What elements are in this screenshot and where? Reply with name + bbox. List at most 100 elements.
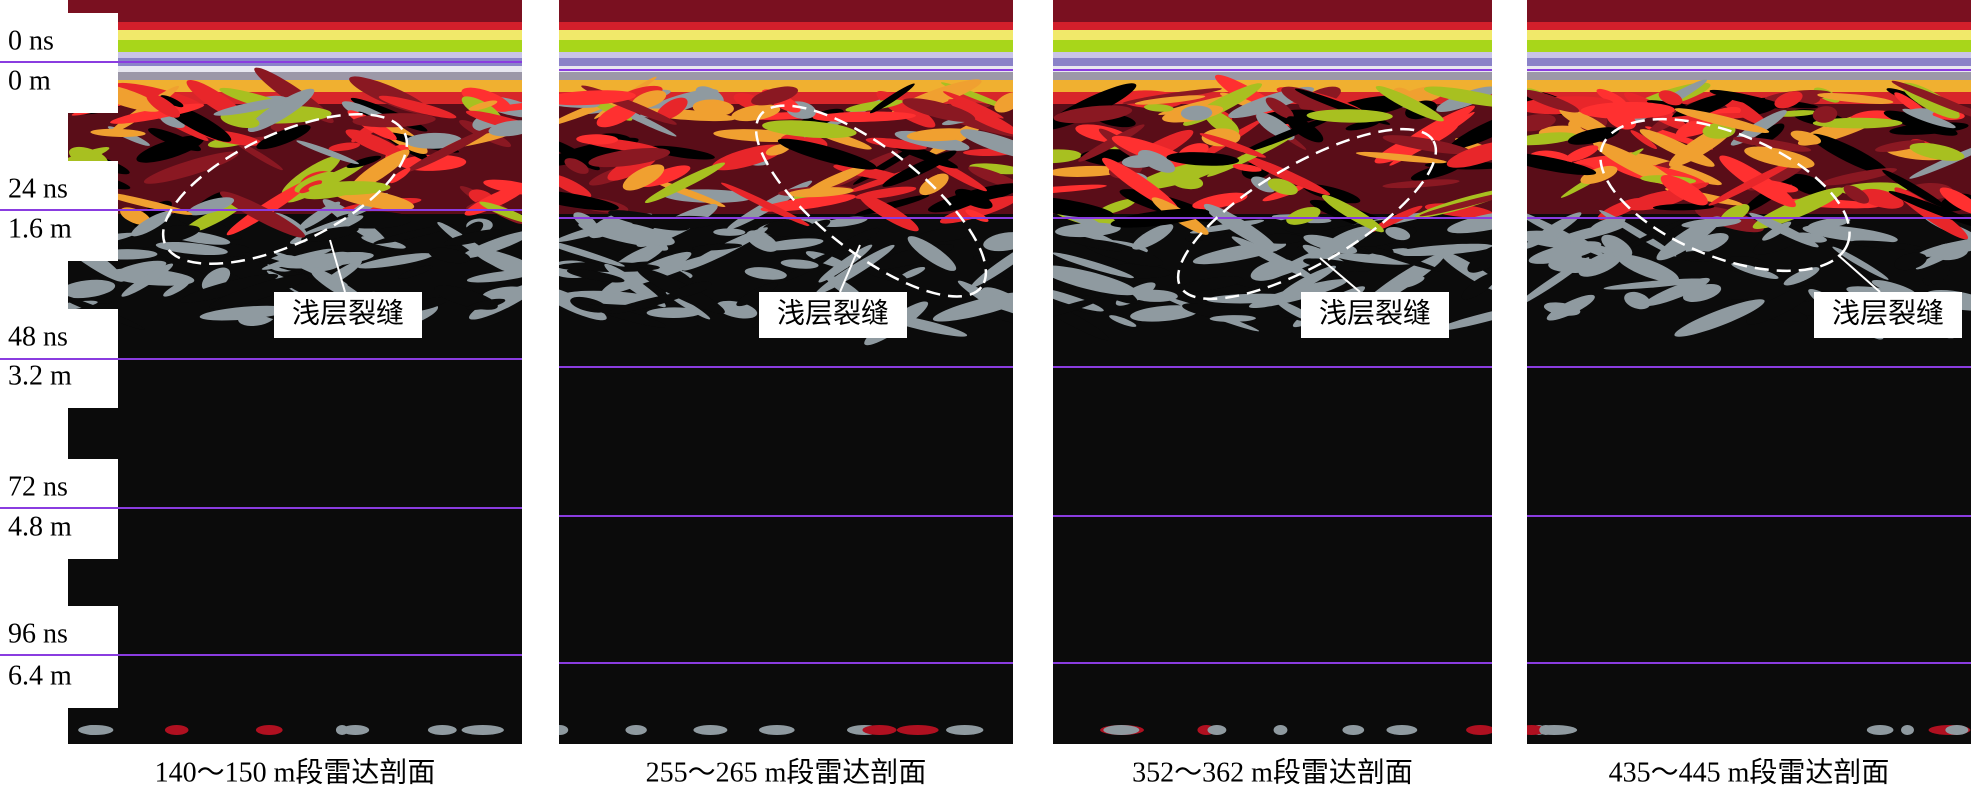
radar-reflection <box>199 305 290 321</box>
radar-band <box>1053 40 1492 52</box>
radar-band <box>1053 0 1492 22</box>
radar-reflection <box>1277 219 1318 235</box>
annotation-box <box>1814 292 1962 338</box>
radar-reflection <box>559 90 636 106</box>
radar-reflection <box>943 91 1004 119</box>
radar-reflection <box>907 236 957 271</box>
radar-reflection <box>349 149 410 192</box>
radar-reflection <box>744 267 787 280</box>
radar-reflection <box>1102 157 1179 212</box>
radar-reflection <box>201 267 231 291</box>
radar-reflection <box>566 269 625 283</box>
radar-reflection <box>1902 108 1956 129</box>
radar-reflection <box>468 100 498 111</box>
radar-band <box>1527 40 1971 52</box>
annotation-outline <box>161 112 409 266</box>
radar-reflection <box>564 158 589 174</box>
radar-reflection <box>968 166 1013 189</box>
radar-reflection <box>136 135 204 163</box>
panel-caption: 352～362 m段雷达剖面 <box>1132 756 1413 788</box>
radar-reflection <box>1242 114 1337 153</box>
depth-label: 6.4 m <box>8 660 72 691</box>
radar-reflection <box>1053 252 1134 279</box>
radar-reflection <box>466 298 506 311</box>
radar-reflection <box>1644 277 1710 306</box>
radar-reflection <box>837 227 880 251</box>
radar-reflection <box>1678 250 1721 262</box>
radar-band <box>559 58 1013 66</box>
radar-reflection <box>915 227 978 243</box>
radar-panel <box>1053 0 1492 744</box>
radar-reflection <box>1580 165 1618 185</box>
radar-reflection <box>1401 276 1425 288</box>
radar-reflection <box>631 90 667 109</box>
annotation-label: 浅层裂缝 <box>292 297 404 329</box>
radar-reflection <box>1179 276 1244 292</box>
radar-reflection <box>1843 185 1870 204</box>
depth-label: 0 m <box>8 65 51 96</box>
radar-reflection <box>1206 134 1294 177</box>
axis-label-box <box>0 606 118 708</box>
radar-reflection <box>559 173 592 198</box>
radar-reflection <box>607 292 689 314</box>
radar-reflection <box>760 194 856 212</box>
radar-band <box>559 30 1013 40</box>
radar-reflection <box>437 221 508 272</box>
radar-band <box>1053 52 1492 58</box>
radar-reflection <box>1789 173 1827 196</box>
radar-reflection <box>994 92 1013 113</box>
radar-reflection <box>301 226 359 242</box>
radar-reflection <box>1660 175 1708 206</box>
radar-reflection <box>1199 133 1266 158</box>
radar-reflection <box>1132 223 1174 250</box>
radar-reflection <box>298 201 341 230</box>
radar-reflection <box>1888 190 1971 229</box>
depth-label: 1.6 m <box>8 213 72 244</box>
radar-reflection <box>559 189 619 211</box>
radar-reflection <box>1627 152 1722 186</box>
radar-panel <box>559 0 1013 744</box>
annotation-leader <box>1319 257 1361 293</box>
radar-band <box>68 30 522 40</box>
radar-band <box>1527 80 1971 92</box>
radar-reflection <box>1567 127 1620 145</box>
radar-reflection <box>713 228 746 236</box>
radar-reflection <box>559 725 569 735</box>
radar-reflection <box>777 138 877 170</box>
radar-reflection <box>948 99 1013 135</box>
radar-reflection <box>1891 80 1971 121</box>
radar-band <box>1053 22 1492 30</box>
radar-reflection <box>143 151 239 184</box>
radar-reflection <box>466 269 522 283</box>
radar-reflection <box>1752 223 1818 255</box>
radar-reflection <box>1130 305 1199 322</box>
radar-reflection <box>1303 234 1358 254</box>
radar-reflection <box>1543 302 1581 316</box>
radar-reflection <box>1122 88 1222 104</box>
radar-reflection <box>692 99 734 117</box>
radar-reflection <box>1817 93 1894 104</box>
radar-reflection <box>226 179 312 236</box>
radar-reflection <box>352 113 436 128</box>
radar-reflection <box>1251 176 1276 193</box>
radar-reflection <box>1279 265 1337 297</box>
radar-reflection <box>1652 203 1715 211</box>
radar-reflection <box>146 93 181 118</box>
radar-reflection <box>954 188 993 209</box>
radar-reflection <box>855 186 917 200</box>
radar-reflection <box>1053 296 1110 341</box>
radar-reflection <box>1375 85 1444 122</box>
radar-reflection <box>1909 142 1965 161</box>
radar-reflection <box>389 167 411 184</box>
radar-reflection <box>1794 232 1827 243</box>
radar-reflection <box>672 281 712 298</box>
radar-reflection <box>731 104 781 122</box>
radar-reflection <box>899 266 926 279</box>
radar-reflection <box>1134 95 1206 105</box>
radar-reflection <box>1166 152 1240 166</box>
radar-reflection <box>973 255 1013 288</box>
radar-reflection <box>1894 252 1927 271</box>
radar-reflection <box>308 181 391 196</box>
radar-reflection <box>1931 242 1969 261</box>
radar-reflection <box>720 182 811 227</box>
